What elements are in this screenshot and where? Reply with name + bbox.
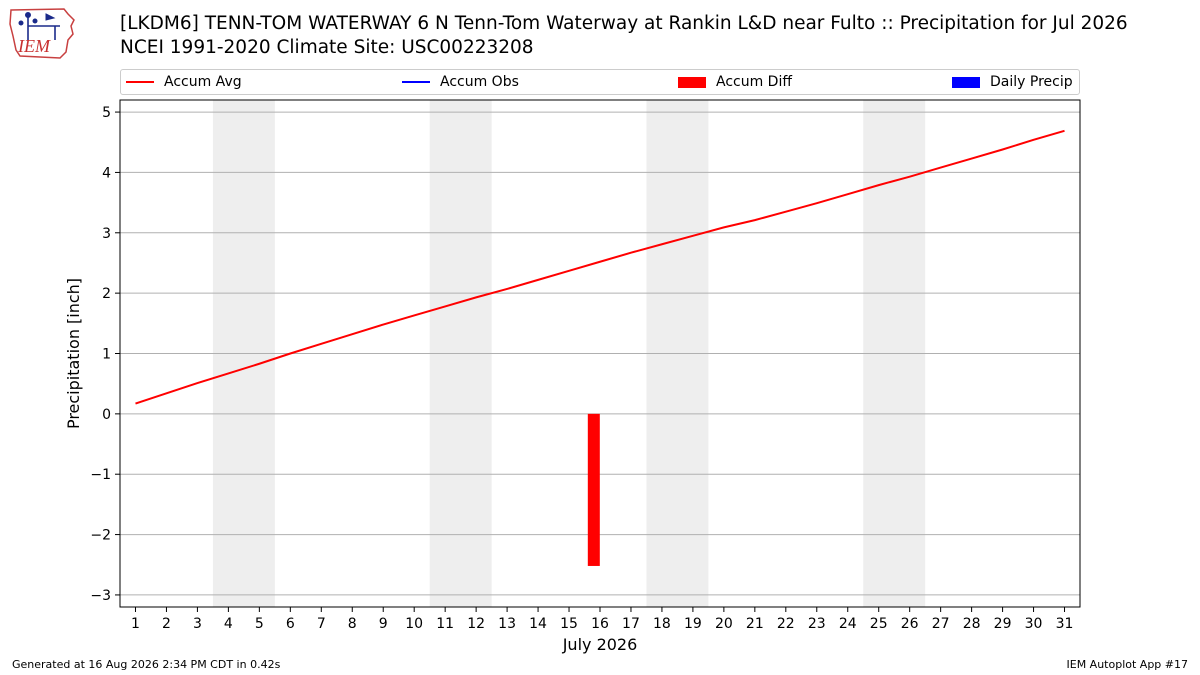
- chart-subtitle: NCEI 1991-2020 Climate Site: USC00223208: [120, 37, 534, 58]
- x-axis-label: July 2026: [562, 635, 638, 654]
- legend-label: Accum Avg: [164, 74, 242, 90]
- legend-item-accum-avg: Accum Avg: [126, 70, 242, 94]
- y-tick-label: −3: [90, 588, 111, 604]
- x-tick-label: 9: [379, 616, 388, 632]
- y-tick-label: −2: [90, 528, 111, 544]
- series-line-accum-avg: [135, 129, 1065, 405]
- x-tick-label: 26: [901, 616, 919, 632]
- x-tick-label: 13: [498, 616, 516, 632]
- x-tick-label: 31: [1056, 616, 1074, 632]
- x-tick-label: 16: [591, 616, 609, 632]
- x-tick-label: 2: [162, 616, 171, 632]
- x-tick-label: 15: [560, 616, 578, 632]
- y-axis-label: Precipitation [inch]: [64, 278, 83, 429]
- y-tick-label: 4: [102, 165, 111, 181]
- iowa-outline: [9, 8, 75, 59]
- weather-station-icon: [18, 12, 60, 40]
- legend-label: Accum Diff: [716, 74, 793, 90]
- x-tick-label: 25: [870, 616, 888, 632]
- x-tick-label: 3: [193, 616, 202, 632]
- x-tick-label: 5: [255, 616, 264, 632]
- x-tick-label: 4: [224, 616, 233, 632]
- logo-text: IEM: [17, 36, 51, 56]
- legend: Accum Avg Accum Obs Accum Diff Daily Pre…: [120, 69, 1080, 95]
- legend-swatch: [678, 76, 706, 88]
- x-tick-label: 7: [317, 616, 326, 632]
- x-tick-label: 21: [746, 616, 764, 632]
- x-tick-label: 23: [808, 616, 826, 632]
- legend-item-accum-obs: Accum Obs: [402, 70, 519, 94]
- y-tick-label: −1: [90, 467, 111, 483]
- x-tick-label: 24: [839, 616, 857, 632]
- x-tick-label: 11: [436, 616, 454, 632]
- chart-title: [LKDM6] TENN-TOM WATERWAY 6 N Tenn-Tom W…: [120, 13, 1128, 34]
- y-tick-label: 2: [102, 286, 111, 302]
- x-tick-label: 20: [715, 616, 733, 632]
- generated-timestamp: Generated at 16 Aug 2026 2:34 PM CDT in …: [12, 658, 281, 671]
- x-tick-label: 30: [1025, 616, 1043, 632]
- x-tick-label: 17: [622, 616, 640, 632]
- x-tick-label: 1: [131, 616, 140, 632]
- legend-item-accum-diff: Accum Diff: [678, 70, 792, 94]
- legend-swatch: [402, 81, 430, 83]
- legend-swatch: [126, 81, 154, 83]
- legend-swatch: [952, 76, 980, 88]
- plot-frame: [119, 99, 1081, 608]
- x-tick-label: 6: [286, 616, 295, 632]
- x-tick-label: 18: [653, 616, 671, 632]
- x-tick-label: 8: [348, 616, 357, 632]
- x-tick-label: 22: [777, 616, 795, 632]
- x-tick-label: 29: [994, 616, 1012, 632]
- legend-item-daily-precip: Daily Precip: [952, 70, 1073, 94]
- legend-label: Accum Obs: [440, 74, 519, 90]
- app-credit: IEM Autoplot App #17: [1066, 658, 1189, 671]
- x-tick-label: 12: [467, 616, 485, 632]
- y-tick-label: 5: [102, 105, 111, 121]
- x-tick-label: 28: [963, 616, 981, 632]
- y-tick-label: 3: [102, 226, 111, 242]
- x-tick-label: 19: [684, 616, 702, 632]
- iem-logo: IEM: [9, 8, 75, 59]
- legend-label: Daily Precip: [990, 74, 1073, 90]
- x-tick-label: 10: [405, 616, 423, 632]
- y-tick-label: 1: [102, 347, 111, 363]
- x-tick-label: 14: [529, 616, 547, 632]
- x-tick-label: 27: [932, 616, 950, 632]
- bar-accum-diff: [587, 413, 600, 566]
- y-tick-label: 0: [102, 407, 111, 423]
